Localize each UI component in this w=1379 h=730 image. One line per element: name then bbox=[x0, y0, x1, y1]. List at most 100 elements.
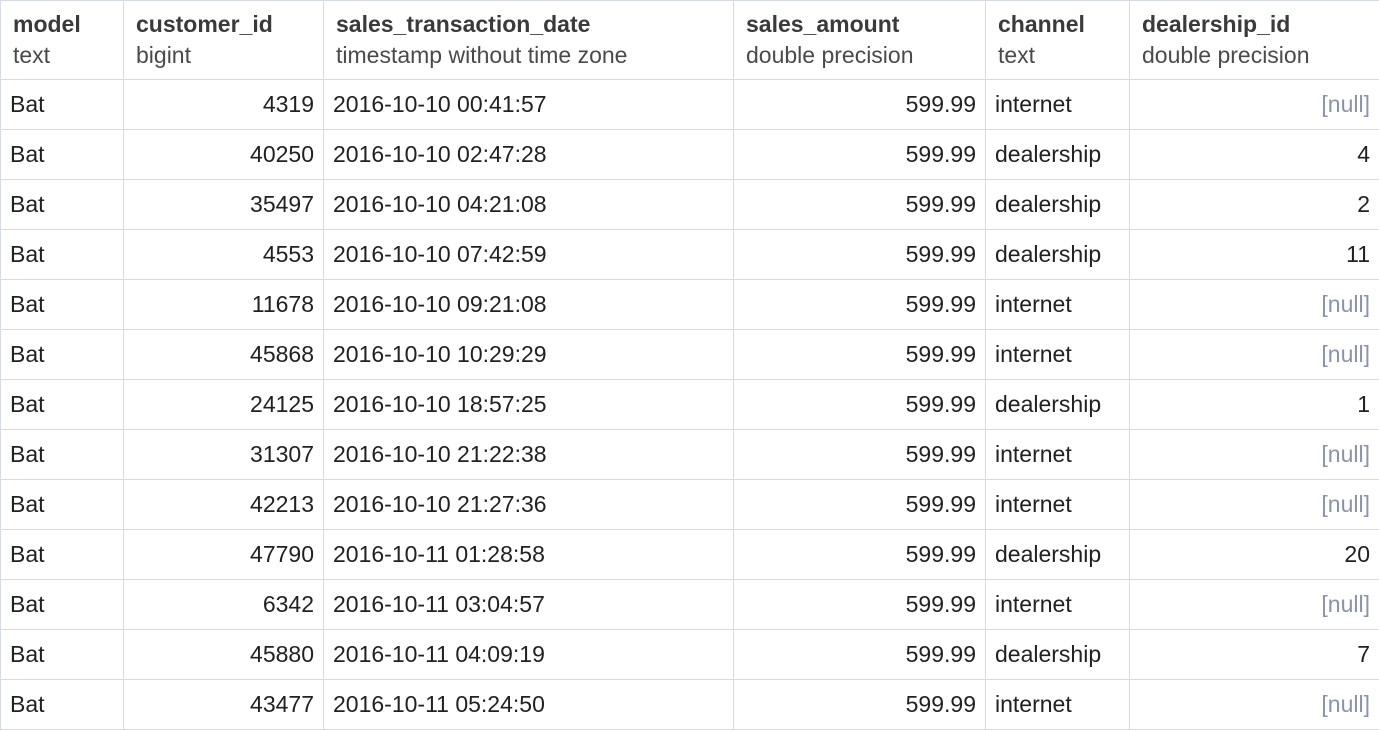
cell-dealership-id[interactable]: 7 bbox=[1130, 630, 1379, 680]
cell-customer-id[interactable]: 45880 bbox=[124, 630, 324, 680]
cell-channel[interactable]: internet bbox=[986, 680, 1130, 730]
cell-customer-id[interactable]: 47790 bbox=[124, 530, 324, 580]
cell-model[interactable]: Bat bbox=[1, 330, 124, 380]
cell-sales-amount[interactable]: 599.99 bbox=[734, 280, 986, 330]
cell-dealership-id[interactable]: 4 bbox=[1130, 130, 1379, 180]
cell-customer-id[interactable]: 42213 bbox=[124, 480, 324, 530]
cell-channel[interactable]: internet bbox=[986, 480, 1130, 530]
cell-sales-transaction-date[interactable]: 2016-10-10 21:27:36 bbox=[324, 480, 734, 530]
cell-customer-id[interactable]: 24125 bbox=[124, 380, 324, 430]
cell-model[interactable]: Bat bbox=[1, 180, 124, 230]
cell-customer-id[interactable]: 40250 bbox=[124, 130, 324, 180]
cell-customer-id[interactable]: 45868 bbox=[124, 330, 324, 380]
cell-channel[interactable]: internet bbox=[986, 280, 1130, 330]
cell-model[interactable]: Bat bbox=[1, 480, 124, 530]
column-header-sales-transaction-date[interactable]: sales_transaction_date timestamp without… bbox=[324, 1, 734, 80]
cell-sales-transaction-date[interactable]: 2016-10-10 02:47:28 bbox=[324, 130, 734, 180]
cell-channel[interactable]: internet bbox=[986, 580, 1130, 630]
cell-sales-amount[interactable]: 599.99 bbox=[734, 380, 986, 430]
cell-customer-id[interactable]: 6342 bbox=[124, 580, 324, 630]
cell-sales-transaction-date[interactable]: 2016-10-10 21:22:38 bbox=[324, 430, 734, 480]
cell-dealership-id[interactable]: [null] bbox=[1130, 680, 1379, 730]
cell-customer-id[interactable]: 43477 bbox=[124, 680, 324, 730]
column-header-dealership-id[interactable]: dealership_id double precision bbox=[1130, 1, 1379, 80]
cell-sales-transaction-date[interactable]: 2016-10-10 18:57:25 bbox=[324, 380, 734, 430]
cell-model[interactable]: Bat bbox=[1, 680, 124, 730]
column-type: bigint bbox=[136, 40, 313, 71]
cell-channel[interactable]: dealership bbox=[986, 130, 1130, 180]
column-name: customer_id bbox=[136, 9, 313, 40]
cell-customer-id[interactable]: 35497 bbox=[124, 180, 324, 230]
cell-sales-transaction-date[interactable]: 2016-10-10 10:29:29 bbox=[324, 330, 734, 380]
cell-dealership-id[interactable]: 2 bbox=[1130, 180, 1379, 230]
cell-sales-transaction-date[interactable]: 2016-10-11 05:24:50 bbox=[324, 680, 734, 730]
cell-channel[interactable]: dealership bbox=[986, 530, 1130, 580]
cell-dealership-id[interactable]: [null] bbox=[1130, 580, 1379, 630]
cell-model[interactable]: Bat bbox=[1, 380, 124, 430]
cell-model[interactable]: Bat bbox=[1, 130, 124, 180]
column-header-customer-id[interactable]: customer_id bigint bbox=[124, 1, 324, 80]
cell-dealership-id[interactable]: 11 bbox=[1130, 230, 1379, 280]
cell-sales-transaction-date[interactable]: 2016-10-10 09:21:08 bbox=[324, 280, 734, 330]
cell-model[interactable]: Bat bbox=[1, 280, 124, 330]
cell-customer-id[interactable]: 4553 bbox=[124, 230, 324, 280]
cell-model[interactable]: Bat bbox=[1, 230, 124, 280]
cell-sales-transaction-date[interactable]: 2016-10-11 03:04:57 bbox=[324, 580, 734, 630]
cell-customer-id[interactable]: 11678 bbox=[124, 280, 324, 330]
cell-sales-amount[interactable]: 599.99 bbox=[734, 330, 986, 380]
cell-dealership-id[interactable]: [null] bbox=[1130, 280, 1379, 330]
cell-model[interactable]: Bat bbox=[1, 580, 124, 630]
cell-dealership-id[interactable]: [null] bbox=[1130, 80, 1379, 130]
cell-dealership-id[interactable]: [null] bbox=[1130, 480, 1379, 530]
cell-channel[interactable]: dealership bbox=[986, 380, 1130, 430]
cell-sales-amount[interactable]: 599.99 bbox=[734, 630, 986, 680]
cell-dealership-id[interactable]: 1 bbox=[1130, 380, 1379, 430]
cell-sales-transaction-date[interactable]: 2016-10-11 01:28:58 bbox=[324, 530, 734, 580]
cell-channel[interactable]: internet bbox=[986, 330, 1130, 380]
cell-sales-transaction-date[interactable]: 2016-10-10 07:42:59 bbox=[324, 230, 734, 280]
cell-channel[interactable]: internet bbox=[986, 430, 1130, 480]
cell-dealership-id[interactable]: 20 bbox=[1130, 530, 1379, 580]
cell-sales-amount[interactable]: 599.99 bbox=[734, 130, 986, 180]
cell-sales-amount[interactable]: 599.99 bbox=[734, 80, 986, 130]
cell-sales-transaction-date[interactable]: 2016-10-10 04:21:08 bbox=[324, 180, 734, 230]
column-header-channel[interactable]: channel text bbox=[986, 1, 1130, 80]
cell-sales-amount[interactable]: 599.99 bbox=[734, 530, 986, 580]
cell-dealership-id[interactable]: [null] bbox=[1130, 430, 1379, 480]
cell-sales-amount[interactable]: 599.99 bbox=[734, 180, 986, 230]
cell-sales-amount[interactable]: 599.99 bbox=[734, 430, 986, 480]
column-name: sales_transaction_date bbox=[336, 9, 723, 40]
cell-sales-amount[interactable]: 599.99 bbox=[734, 680, 986, 730]
cell-model[interactable]: Bat bbox=[1, 80, 124, 130]
cell-channel[interactable]: dealership bbox=[986, 630, 1130, 680]
cell-channel[interactable]: internet bbox=[986, 80, 1130, 130]
cell-model[interactable]: Bat bbox=[1, 430, 124, 480]
cell-model[interactable]: Bat bbox=[1, 530, 124, 580]
cell-channel[interactable]: dealership bbox=[986, 180, 1130, 230]
column-header-model[interactable]: model text bbox=[1, 1, 124, 80]
column-header-sales-amount[interactable]: sales_amount double precision bbox=[734, 1, 986, 80]
cell-customer-id[interactable]: 31307 bbox=[124, 430, 324, 480]
cell-sales-amount[interactable]: 599.99 bbox=[734, 230, 986, 280]
cell-dealership-id[interactable]: [null] bbox=[1130, 330, 1379, 380]
cell-sales-amount[interactable]: 599.99 bbox=[734, 580, 986, 630]
cell-sales-transaction-date[interactable]: 2016-10-10 00:41:57 bbox=[324, 80, 734, 130]
cell-customer-id[interactable]: 4319 bbox=[124, 80, 324, 130]
cell-channel[interactable]: dealership bbox=[986, 230, 1130, 280]
cell-sales-transaction-date[interactable]: 2016-10-11 04:09:19 bbox=[324, 630, 734, 680]
cell-model[interactable]: Bat bbox=[1, 630, 124, 680]
cell-sales-amount[interactable]: 599.99 bbox=[734, 480, 986, 530]
